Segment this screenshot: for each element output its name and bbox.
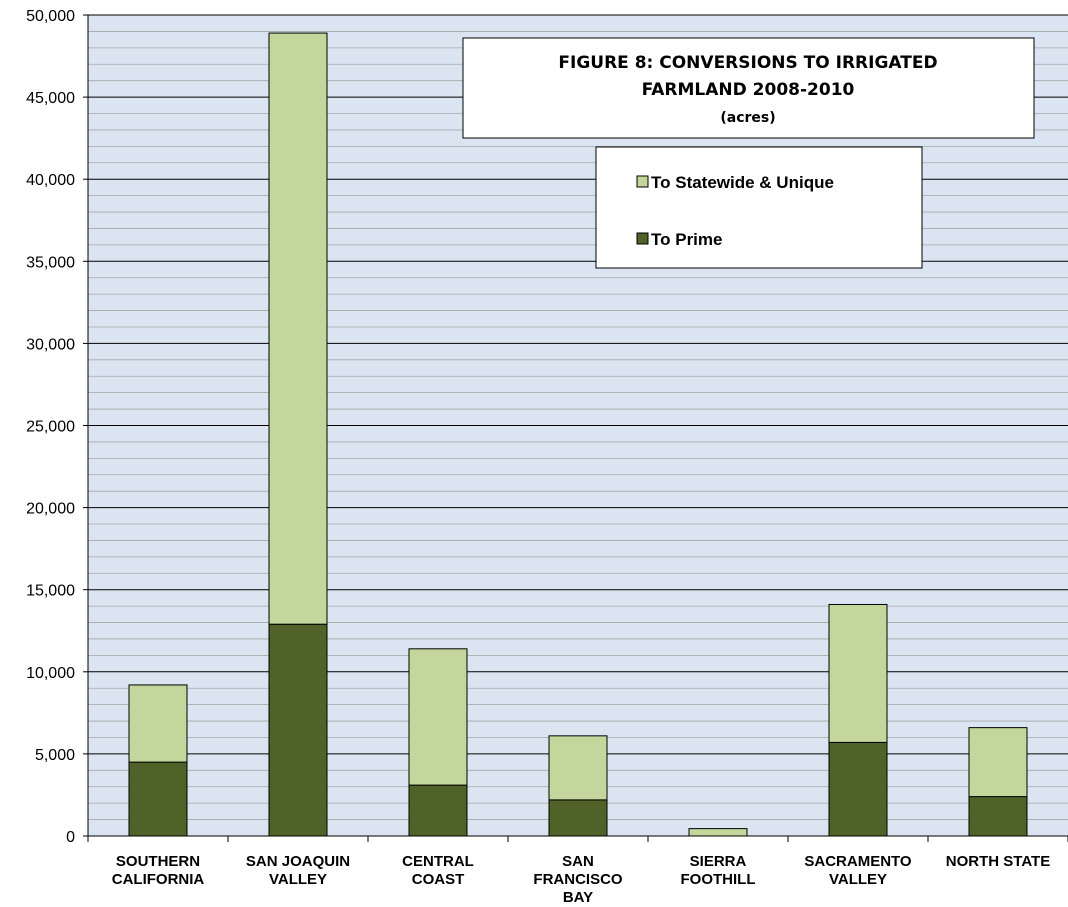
bar-segment-prime — [268, 623, 328, 837]
y-tick-label: 0 — [66, 829, 75, 846]
bar-segment-prime — [128, 761, 188, 837]
bar-segment-prime — [548, 799, 608, 837]
y-tick-label: 25,000 — [26, 419, 75, 436]
y-tick-label: 50,000 — [26, 8, 75, 25]
y-tick-label: 35,000 — [26, 254, 75, 271]
x-category-label: SIERRA FOOTHILL — [681, 853, 756, 888]
bar-segment-statewide-unique — [548, 735, 608, 801]
chart-title-line-3: (acres) — [720, 110, 775, 126]
x-category-label: SAN FRANCISCO BAY — [533, 853, 622, 906]
y-tick-label: 40,000 — [26, 172, 75, 189]
legend-label-statewide-unique: To Statewide & Unique — [651, 173, 834, 192]
bar-segment-prime — [968, 796, 1028, 837]
bar-segment-statewide-unique — [828, 603, 888, 743]
y-tick-label: 15,000 — [26, 583, 75, 600]
bars — [128, 32, 1028, 837]
chart-title-line-1: FIGURE 8: CONVERSIONS TO IRRIGATED — [558, 53, 937, 73]
y-tick-label: 5,000 — [35, 747, 75, 764]
bar-segment-statewide-unique — [268, 32, 328, 625]
x-category-label: SAN JOAQUIN VALLEY — [246, 853, 350, 888]
x-axis-categories: SOUTHERN CALIFORNIA SAN JOAQUIN VALLEY CENTR… — [87, 836, 1068, 906]
legend-swatch-statewide-unique — [636, 175, 649, 188]
y-tick-label: 10,000 — [26, 665, 75, 682]
x-category-label: SOUTHERN CALIFORNIA — [112, 853, 205, 888]
chart-title-box: FIGURE 8: CONVERSIONS TO IRRIGATED FARML… — [462, 37, 1035, 139]
bar-segment-prime — [408, 784, 468, 837]
bar-segment-statewide-unique — [128, 684, 188, 763]
y-tick-label: 30,000 — [26, 336, 75, 353]
bar-segment-statewide-unique — [408, 648, 468, 786]
y-tick-label: 45,000 — [26, 90, 75, 107]
y-tick-label: 20,000 — [26, 501, 75, 518]
x-category-label: SACRAMENTO VALLEY — [804, 853, 912, 888]
legend: To Statewide & Unique To Prime — [595, 146, 923, 269]
bar-segment-statewide-unique — [688, 828, 748, 837]
y-axis-ticks: 0 5,000 10,000 15,000 20,000 25,000 30,000 35,0… — [26, 8, 88, 846]
legend-label-prime: To Prime — [651, 230, 722, 249]
x-category-label: NORTH STATE — [946, 853, 1050, 870]
bar-segment-statewide-unique — [968, 727, 1028, 798]
x-category-label: CENTRAL COAST — [402, 853, 474, 888]
legend-swatch-prime — [636, 232, 649, 245]
chart-title-line-2: FARMLAND 2008-2010 — [642, 80, 855, 100]
bar-segment-prime — [828, 741, 888, 837]
